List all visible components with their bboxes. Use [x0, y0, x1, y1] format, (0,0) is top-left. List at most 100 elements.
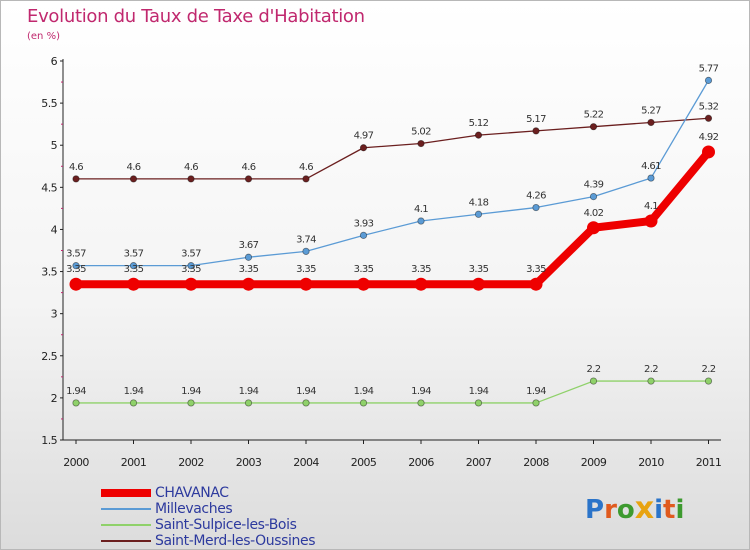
data-label-millevaches: 3.57: [181, 249, 201, 260]
data-label-saint-merd-les-oussines: 4.97: [354, 131, 374, 142]
data-point-chavanac: [529, 277, 543, 291]
legend-item-saint-merd-les-oussines: Saint-Merd-les-Oussines: [101, 533, 316, 549]
data-point-chavanac: [357, 277, 370, 291]
data-label-saint-merd-les-oussines: 5.02: [411, 127, 431, 138]
y-tick-label: 5.5: [41, 97, 57, 110]
y-tick-label: 4: [51, 223, 58, 236]
data-point-millevaches: [647, 174, 655, 182]
data-label-millevaches: 4.26: [526, 191, 546, 202]
data-point-millevaches: [589, 192, 598, 201]
data-point-saint-sulpice-les-bois: [72, 399, 80, 407]
data-point-saint-merd-les-oussines: [417, 139, 425, 148]
series-line-saint-sulpice-les-bois: [75, 380, 710, 404]
data-point-millevaches: [72, 262, 80, 270]
data-label-chavanac: 3.35: [124, 264, 144, 275]
legend-label: Millevaches: [155, 501, 233, 517]
data-label-saint-merd-les-oussines: 4.6: [69, 162, 83, 173]
data-label-millevaches: 3.93: [354, 218, 374, 229]
data-point-saint-merd-les-oussines: [647, 118, 655, 127]
data-label-millevaches: 5.77: [699, 63, 719, 74]
data-label-millevaches: 3.67: [239, 240, 259, 251]
data-label-chavanac: 3.35: [66, 264, 86, 275]
legend-label: CHAVANAC: [155, 485, 229, 501]
data-point-chavanac: [299, 277, 313, 291]
data-point-millevaches: [187, 262, 195, 270]
data-label-millevaches: 3.57: [124, 249, 144, 260]
data-label-chavanac: 4.1: [644, 201, 658, 212]
data-point-saint-merd-les-oussines: [244, 175, 253, 183]
data-label-saint-sulpice-les-bois: 1.94: [526, 386, 546, 397]
data-point-millevaches: [474, 210, 483, 218]
data-label-millevaches: 4.39: [584, 180, 604, 191]
data-label-millevaches: 4.18: [469, 197, 489, 208]
data-point-chavanac: [184, 277, 198, 291]
data-point-saint-merd-les-oussines: [359, 144, 368, 152]
data-label-saint-merd-les-oussines: 5.27: [641, 105, 661, 116]
data-point-saint-sulpice-les-bois: [647, 377, 655, 385]
data-label-chavanac: 3.35: [354, 264, 374, 275]
x-tick-label: 2003: [236, 456, 262, 469]
data-point-millevaches: [302, 247, 310, 255]
legend-swatch: [101, 540, 151, 542]
data-label-chavanac: 4.92: [699, 132, 719, 143]
data-point-chavanac: [69, 277, 83, 291]
data-label-millevaches: 4.1: [414, 204, 428, 215]
y-tick-label: 1.5: [41, 434, 57, 447]
data-label-saint-merd-les-oussines: 4.6: [126, 162, 140, 173]
data-point-saint-sulpice-les-bois: [589, 377, 598, 385]
chart-subtitle: (en %): [27, 31, 60, 42]
x-tick-label: 2000: [63, 456, 89, 469]
x-tick-label: 2010: [638, 456, 664, 469]
y-tick-label: 3.5: [41, 266, 57, 279]
data-label-saint-sulpice-les-bois: 1.94: [411, 386, 431, 397]
data-label-saint-sulpice-les-bois: 2.2: [586, 364, 600, 375]
x-tick-label: 2008: [523, 456, 549, 469]
data-point-saint-sulpice-les-bois: [187, 399, 195, 407]
data-label-millevaches: 4.61: [641, 161, 661, 172]
data-point-saint-merd-les-oussines: [302, 175, 310, 183]
data-point-saint-merd-les-oussines: [187, 175, 195, 183]
data-point-saint-merd-les-oussines: [532, 127, 540, 135]
y-tick-label: 2.5: [41, 350, 57, 363]
data-label-saint-merd-les-oussines: 5.17: [526, 114, 546, 125]
legend: CHAVANAC Millevaches Saint-Sulpice-les-Boi…: [101, 485, 316, 549]
data-label-saint-sulpice-les-bois: 2.2: [644, 364, 658, 375]
data-label-chavanac: 3.35: [181, 264, 201, 275]
data-point-chavanac: [242, 277, 255, 291]
data-point-millevaches: [532, 203, 540, 212]
data-point-millevaches: [417, 217, 425, 225]
x-tick-label: 2009: [581, 456, 607, 469]
data-label-chavanac: 3.35: [411, 264, 431, 275]
data-point-millevaches: [129, 262, 138, 270]
data-point-saint-merd-les-oussines: [474, 131, 483, 139]
data-label-chavanac: 3.35: [239, 264, 259, 275]
data-label-saint-merd-les-oussines: 5.12: [469, 118, 489, 129]
data-label-saint-merd-les-oussines: 5.22: [584, 110, 604, 121]
data-label-saint-merd-les-oussines: 5.32: [699, 101, 719, 112]
data-point-millevaches: [704, 76, 713, 84]
chart-title: Evolution du Taux de Taxe d'Habitation: [27, 6, 365, 27]
data-label-saint-merd-les-oussines: 4.6: [241, 162, 255, 173]
x-tick-label: 2004: [293, 456, 319, 469]
y-tick-label: 3: [51, 308, 58, 321]
data-point-saint-sulpice-les-bois: [302, 399, 310, 407]
legend-swatch: [101, 508, 151, 510]
data-point-saint-sulpice-les-bois: [244, 399, 253, 407]
data-label-saint-sulpice-les-bois: 1.94: [181, 386, 201, 397]
data-point-saint-sulpice-les-bois: [474, 399, 483, 407]
data-point-millevaches: [244, 253, 253, 261]
data-label-saint-sulpice-les-bois: 1.94: [124, 386, 144, 397]
data-point-saint-sulpice-les-bois: [704, 377, 713, 385]
data-label-chavanac: 4.02: [584, 208, 604, 219]
data-label-chavanac: 3.35: [469, 264, 489, 275]
x-tick-label: 2006: [408, 456, 434, 469]
y-tick-label: 2: [51, 392, 57, 405]
legend-swatch: [101, 489, 151, 497]
legend-item-chavanac: CHAVANAC: [101, 485, 315, 501]
data-label-millevaches: 3.74: [296, 234, 316, 245]
x-tick-label: 2005: [351, 456, 377, 469]
data-label-millevaches: 3.57: [66, 249, 86, 260]
x-tick-label: 2011: [696, 456, 722, 469]
